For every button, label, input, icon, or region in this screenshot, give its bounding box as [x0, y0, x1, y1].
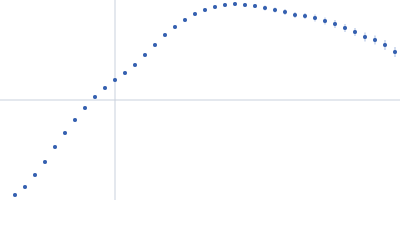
data-point [143, 53, 147, 57]
data-point [293, 13, 297, 17]
data-point [33, 173, 37, 177]
data-point [163, 33, 167, 37]
data-point [313, 16, 317, 20]
data-point [23, 185, 27, 189]
data-point [203, 8, 207, 12]
data-point [133, 63, 137, 67]
data-point [233, 2, 237, 6]
data-point [263, 6, 267, 10]
data-point [303, 14, 307, 18]
data-point [43, 160, 47, 164]
data-point [173, 25, 177, 29]
data-point [253, 4, 257, 8]
data-point [73, 118, 77, 122]
data-point [63, 131, 67, 135]
data-point [363, 35, 367, 39]
data-point [373, 38, 377, 42]
data-point [103, 86, 107, 90]
data-point [123, 71, 127, 75]
data-point [273, 8, 277, 12]
data-point [243, 3, 247, 7]
data-point [183, 18, 187, 22]
data-point [153, 43, 157, 47]
data-point [213, 5, 217, 9]
data-point [93, 95, 97, 99]
data-point [193, 12, 197, 16]
data-point [83, 106, 87, 110]
data-point [343, 26, 347, 30]
data-point [393, 50, 397, 54]
data-point [13, 193, 17, 197]
data-point [113, 78, 117, 82]
data-point [333, 22, 337, 26]
chart [0, 0, 400, 200]
data-point [223, 3, 227, 7]
data-point [283, 10, 287, 14]
data-point [323, 19, 327, 23]
data-point [383, 43, 387, 47]
data-point [53, 145, 57, 149]
data-point [353, 30, 357, 34]
